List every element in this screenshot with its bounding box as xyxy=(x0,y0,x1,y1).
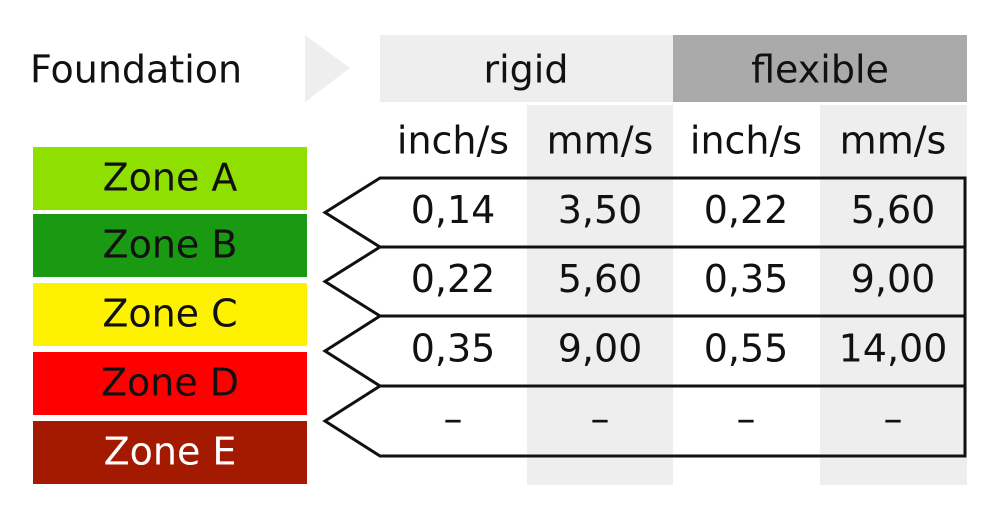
cell: 5,60 xyxy=(851,188,936,232)
column-stripe xyxy=(820,105,967,485)
row-bracket xyxy=(322,384,967,458)
group-label: rigid xyxy=(484,48,569,92)
cell: 0,35 xyxy=(704,257,789,301)
arrow xyxy=(305,35,350,102)
group-header xyxy=(380,35,673,102)
cell: – xyxy=(737,397,756,441)
cell: 14,00 xyxy=(839,327,948,371)
cell: 0,14 xyxy=(411,188,496,232)
cell: 0,55 xyxy=(704,327,789,371)
zone-box xyxy=(33,421,307,484)
unit-label: inch/s xyxy=(397,119,509,163)
zone-label: Zone A xyxy=(103,156,238,200)
cell: 0,22 xyxy=(411,257,496,301)
cell: 5,60 xyxy=(558,257,643,301)
cell: 0,35 xyxy=(411,327,496,371)
row-bracket xyxy=(322,176,967,249)
cell: – xyxy=(444,397,463,441)
column-stripe xyxy=(527,105,673,485)
cell: – xyxy=(591,397,610,441)
group-label: flexible xyxy=(751,48,889,92)
cell: 9,00 xyxy=(851,257,936,301)
zone-label: Zone B xyxy=(103,223,238,267)
group-header xyxy=(673,35,967,102)
unit-label: inch/s xyxy=(690,119,802,163)
cell: – xyxy=(884,397,903,441)
zone-label: Zone D xyxy=(101,361,239,405)
row-bracket xyxy=(322,245,967,318)
title: Foundation xyxy=(30,48,242,92)
row-bracket xyxy=(322,314,967,388)
cell: 0,22 xyxy=(704,188,789,232)
unit-label: mm/s xyxy=(547,119,654,163)
zone-label: Zone C xyxy=(102,292,237,336)
zone-box xyxy=(33,147,307,210)
cell: 3,50 xyxy=(558,188,643,232)
zone-label: Zone E xyxy=(104,430,237,474)
zone-box xyxy=(33,283,307,346)
cell: 9,00 xyxy=(558,327,643,371)
zone-box xyxy=(33,352,307,415)
zone-box xyxy=(33,214,307,277)
unit-label: mm/s xyxy=(840,119,947,163)
